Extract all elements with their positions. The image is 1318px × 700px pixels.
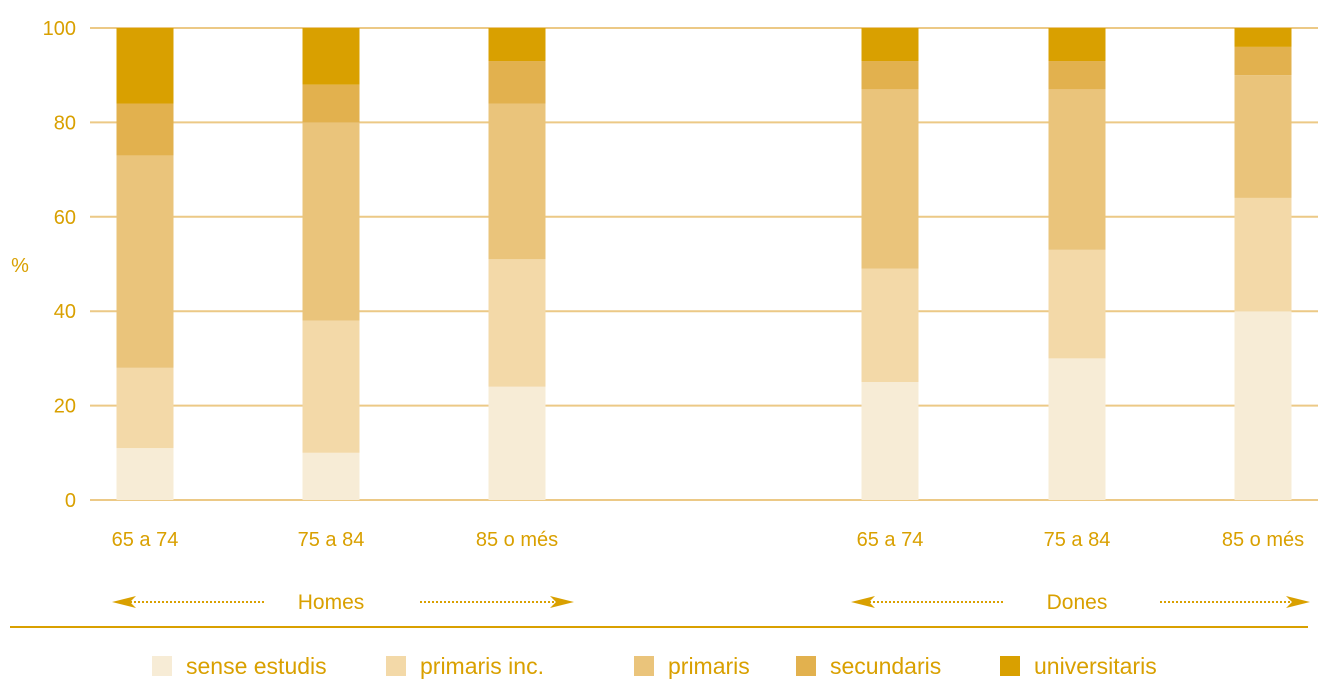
bar-segment <box>116 367 174 449</box>
y-axis-label: % <box>11 255 29 277</box>
legend-label: sense estudis <box>186 653 327 679</box>
y-tick-label: 100 <box>43 18 76 40</box>
bar-segment <box>488 386 546 500</box>
y-tick-label: 80 <box>54 112 76 134</box>
bar-segment <box>488 103 546 260</box>
y-tick-label: 20 <box>54 396 76 418</box>
bar-segment <box>1048 89 1106 250</box>
bar-segment <box>488 61 546 104</box>
x-tick-label: 85 o més <box>1222 529 1304 551</box>
legend-label: primaris inc. <box>420 653 544 679</box>
arrow-left-icon <box>112 596 136 608</box>
bar-segment <box>1234 197 1292 312</box>
bar-segment <box>116 155 174 368</box>
arrow-right-icon <box>1286 596 1310 608</box>
bar-segment <box>1234 311 1292 500</box>
bar-segment <box>1048 358 1106 500</box>
bar-segment <box>116 103 174 156</box>
bar-segment <box>488 259 546 387</box>
bar-segment <box>488 28 546 62</box>
x-tick-label: 75 a 84 <box>1044 529 1111 551</box>
legend: sense estudis primaris inc. primaris secund… <box>152 653 1157 679</box>
bar-segment <box>1234 28 1292 47</box>
y-tick-label: 60 <box>54 207 76 229</box>
y-tick-label: 40 <box>54 301 76 323</box>
bar-segment <box>1048 28 1106 62</box>
bar-segment <box>861 61 919 90</box>
legend-swatch <box>386 656 406 676</box>
bar-segment <box>1048 249 1106 359</box>
bar-segment <box>861 28 919 62</box>
y-tick-label: 0 <box>65 490 76 512</box>
grid-lines <box>90 27 1318 501</box>
bar-segment <box>302 28 360 85</box>
bar-segment <box>302 452 360 500</box>
bar-segment <box>861 89 919 269</box>
legend-swatch <box>634 656 654 676</box>
x-tick-label: 75 a 84 <box>298 529 365 551</box>
bar-segment <box>1048 61 1106 90</box>
y-axis-ticks: 0 20 40 60 80 100 <box>43 18 76 512</box>
bar-segment <box>1234 75 1292 198</box>
legend-label: primaris <box>668 653 750 679</box>
x-tick-label: 65 a 74 <box>112 529 179 551</box>
x-tick-label: 85 o més <box>476 529 558 551</box>
x-tick-label: 65 a 74 <box>857 529 924 551</box>
group-label: Homes <box>298 591 365 614</box>
bar-segment <box>302 84 360 123</box>
group-label: Dones <box>1047 591 1108 614</box>
bar-segment <box>302 320 360 453</box>
legend-swatch <box>1000 656 1020 676</box>
arrow-right-icon <box>550 596 574 608</box>
bar-segment <box>116 448 174 500</box>
bar-segment <box>1234 46 1292 76</box>
bar-segment <box>302 122 360 321</box>
x-axis-ticks: 65 a 74 75 a 84 85 o més 65 a 74 75 a 84 85 o… <box>112 529 1305 551</box>
bars <box>116 28 1292 500</box>
arrow-left-icon <box>851 596 875 608</box>
bar-segment <box>116 28 174 104</box>
bar-segment <box>861 268 919 382</box>
bar-segment <box>861 382 919 500</box>
legend-swatch <box>152 656 172 676</box>
legend-label: universitaris <box>1034 653 1157 679</box>
group-labels: Homes Dones <box>112 591 1310 614</box>
legend-label: secundaris <box>830 653 941 679</box>
legend-swatch <box>796 656 816 676</box>
